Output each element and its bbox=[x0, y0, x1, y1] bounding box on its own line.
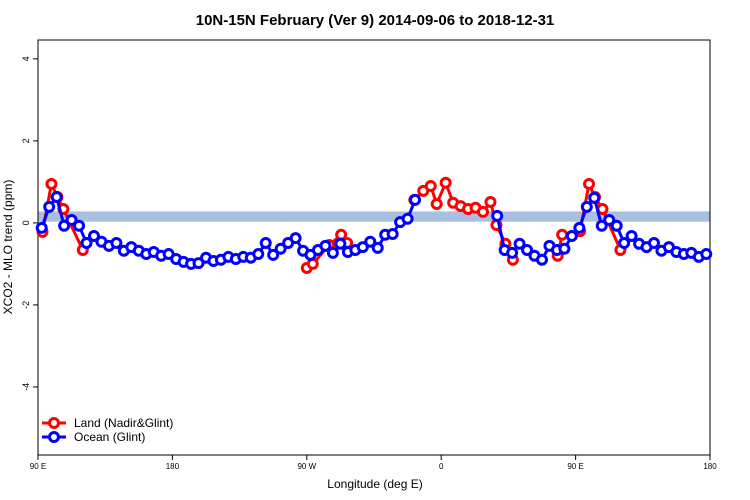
data-point bbox=[356, 241, 369, 254]
data-point bbox=[65, 214, 78, 227]
data-point bbox=[439, 176, 452, 189]
x-tick-label: 90 E bbox=[567, 462, 583, 471]
data-point bbox=[513, 237, 526, 250]
data-point bbox=[648, 236, 660, 249]
x-tick-label: 180 bbox=[166, 462, 180, 471]
x-tick-label: 0 bbox=[439, 462, 444, 471]
y-tick-label: -2 bbox=[21, 301, 31, 309]
data-point bbox=[267, 248, 280, 261]
y-tick-label: 0 bbox=[21, 220, 31, 225]
data-point bbox=[88, 230, 100, 243]
legend-label: Ocean (Glint) bbox=[74, 430, 145, 444]
data-point bbox=[259, 236, 272, 249]
data-point bbox=[610, 219, 623, 232]
data-point bbox=[536, 253, 548, 266]
data-point bbox=[319, 239, 332, 252]
data-point bbox=[595, 219, 608, 232]
data-point bbox=[625, 230, 638, 243]
legend-marker bbox=[48, 431, 60, 443]
data-point bbox=[583, 177, 596, 190]
data-point bbox=[603, 214, 616, 227]
x-tick-label: 90 W bbox=[297, 462, 316, 471]
x-axis-label: Longitude (deg E) bbox=[327, 477, 422, 491]
data-point bbox=[580, 200, 593, 213]
reference-band bbox=[38, 211, 710, 222]
data-point bbox=[326, 246, 339, 259]
data-point bbox=[424, 179, 437, 192]
data-point bbox=[573, 221, 586, 234]
data-point bbox=[58, 219, 71, 232]
data-point bbox=[565, 230, 578, 243]
data-point bbox=[45, 177, 58, 190]
data-point bbox=[73, 219, 86, 232]
data-point bbox=[43, 200, 56, 213]
data-point bbox=[192, 257, 205, 270]
plot-frame bbox=[37, 39, 711, 456]
data-point bbox=[252, 248, 265, 261]
data-point bbox=[556, 228, 569, 241]
data-point bbox=[618, 236, 631, 249]
legend-label: Land (Nadir&Glint) bbox=[74, 416, 173, 430]
data-point bbox=[289, 232, 302, 245]
data-point bbox=[409, 193, 422, 206]
data-point bbox=[430, 198, 443, 211]
data-point bbox=[558, 242, 571, 255]
data-point bbox=[371, 241, 384, 254]
data-point bbox=[35, 221, 48, 234]
data-point bbox=[401, 212, 414, 225]
data-point bbox=[484, 195, 497, 208]
data-point bbox=[506, 246, 519, 259]
data-point bbox=[521, 243, 534, 256]
data-point bbox=[364, 235, 377, 248]
data-point bbox=[386, 227, 399, 240]
data-point bbox=[588, 191, 601, 204]
data-point bbox=[80, 236, 93, 249]
x-tick-label: 90 E bbox=[30, 462, 46, 471]
data-point bbox=[110, 236, 123, 249]
data-point bbox=[477, 205, 490, 218]
y-tick-label: 4 bbox=[21, 56, 31, 61]
y-axis-label: XCO2 - MLO trend (ppm) bbox=[1, 180, 15, 315]
data-point bbox=[491, 209, 504, 222]
data-point bbox=[334, 237, 347, 250]
data-point bbox=[50, 191, 63, 204]
y-tick-label: -4 bbox=[21, 383, 31, 391]
legend-marker bbox=[48, 417, 60, 429]
y-tick-label: 2 bbox=[21, 138, 31, 143]
data-point bbox=[700, 248, 713, 261]
chart-title: 10N-15N February (Ver 9) 2014-09-06 to 2… bbox=[196, 12, 555, 29]
x-tick-label: 180 bbox=[703, 462, 717, 471]
data-point bbox=[274, 242, 287, 255]
